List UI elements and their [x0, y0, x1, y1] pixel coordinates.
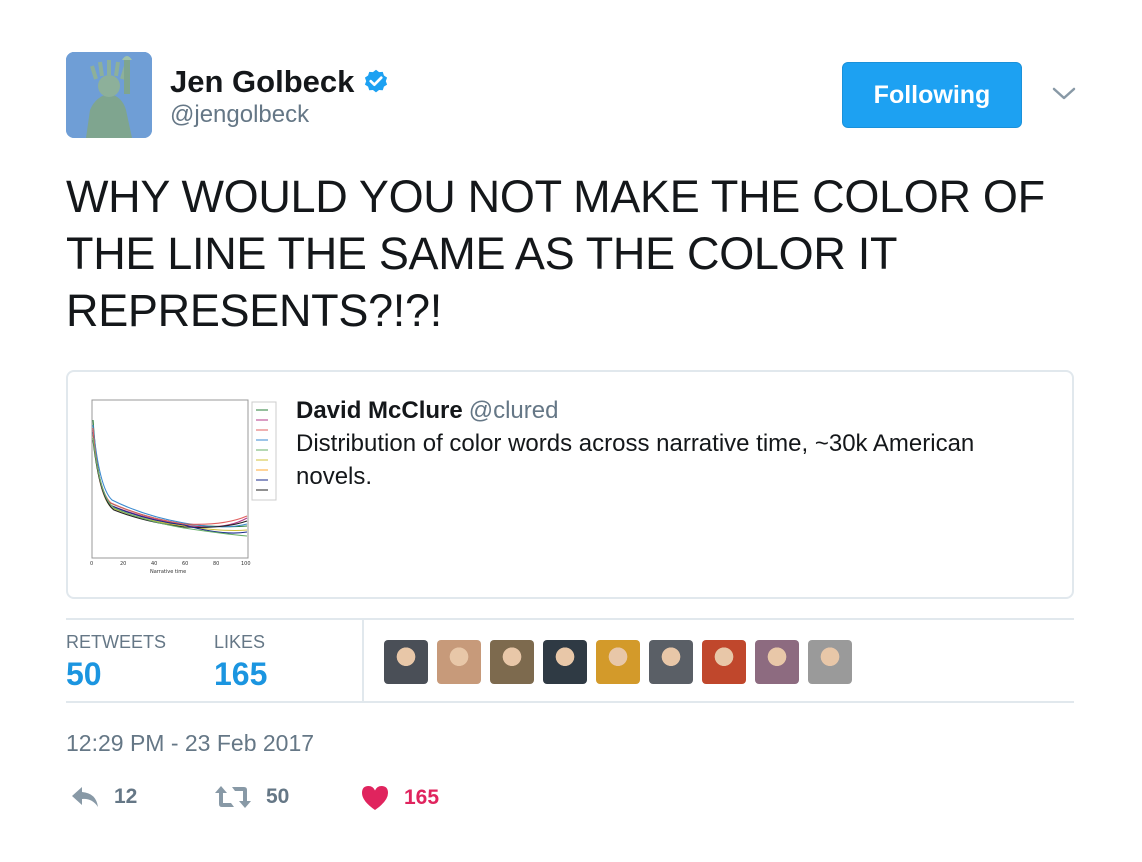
quoted-tweet-text: Distribution of color words across narra…: [296, 430, 975, 490]
thumb-tick: 20: [120, 561, 126, 567]
author-avatar[interactable]: [66, 52, 152, 138]
like-count: 165: [404, 786, 440, 809]
reply-count: 12: [114, 785, 138, 808]
thumb-tick: 0: [90, 561, 93, 567]
thumb-tick: 80: [213, 561, 219, 567]
liker-avatar[interactable]: [596, 640, 640, 684]
chevron-down-icon[interactable]: [1050, 84, 1078, 104]
tweet-timestamp[interactable]: 12:29 PM - 23 Feb 2017: [66, 730, 315, 756]
quoted-author-name[interactable]: David McClure: [296, 397, 463, 424]
quoted-author-handle[interactable]: @clured: [468, 397, 559, 424]
heart-icon: [362, 786, 388, 810]
retweet-button[interactable]: 50: [214, 784, 289, 810]
liker-avatar[interactable]: [702, 640, 746, 684]
thumb-xlabel: Narrative time: [150, 569, 186, 575]
author-handle[interactable]: @jengolbeck: [170, 101, 310, 128]
reply-button[interactable]: 12: [70, 784, 137, 810]
statue-of-liberty-icon: [66, 52, 152, 138]
author-name[interactable]: Jen Golbeck: [170, 64, 355, 99]
liker-avatar[interactable]: [490, 640, 534, 684]
liker-avatar[interactable]: [755, 640, 799, 684]
thumb-tick: 60: [182, 561, 188, 567]
liker-avatar[interactable]: [384, 640, 428, 684]
stats-divider-vertical: [362, 620, 364, 701]
liker-avatar[interactable]: [649, 640, 693, 684]
quoted-tweet-chart-thumbnail: 0 20 40 60 80 100 Narrative time: [90, 399, 277, 575]
stats-divider-top: [66, 618, 1074, 620]
stats-divider-bottom: [66, 701, 1074, 703]
following-button[interactable]: Following: [842, 62, 1022, 128]
thumb-tick: 100: [241, 561, 251, 567]
liker-avatar[interactable]: [808, 640, 852, 684]
quoted-author-name-row[interactable]: David McClure @clured: [296, 397, 558, 425]
likes-label[interactable]: LIKES: [214, 632, 266, 652]
like-button[interactable]: 165: [360, 784, 439, 812]
quoted-tweet-card[interactable]: 0 20 40 60 80 100 Narrative time David M…: [66, 370, 1074, 599]
thumbnail-legend: [251, 401, 277, 501]
retweets-count[interactable]: 50: [66, 656, 102, 692]
retweets-label[interactable]: RETWEETS: [66, 632, 167, 652]
retweet-icon: [215, 786, 251, 808]
retweet-count: 50: [266, 785, 290, 808]
liker-avatars: [384, 640, 861, 684]
verified-badge-icon: [365, 69, 388, 93]
thumb-tick: 40: [151, 561, 157, 567]
author-name-row[interactable]: Jen Golbeck: [170, 64, 390, 100]
liker-avatar[interactable]: [543, 640, 587, 684]
tweet-text: WHY WOULD YOU NOT MAKE THE COLOR OF THE …: [66, 171, 1045, 336]
liker-avatar[interactable]: [437, 640, 481, 684]
reply-icon: [72, 787, 98, 807]
likes-count[interactable]: 165: [214, 656, 268, 692]
